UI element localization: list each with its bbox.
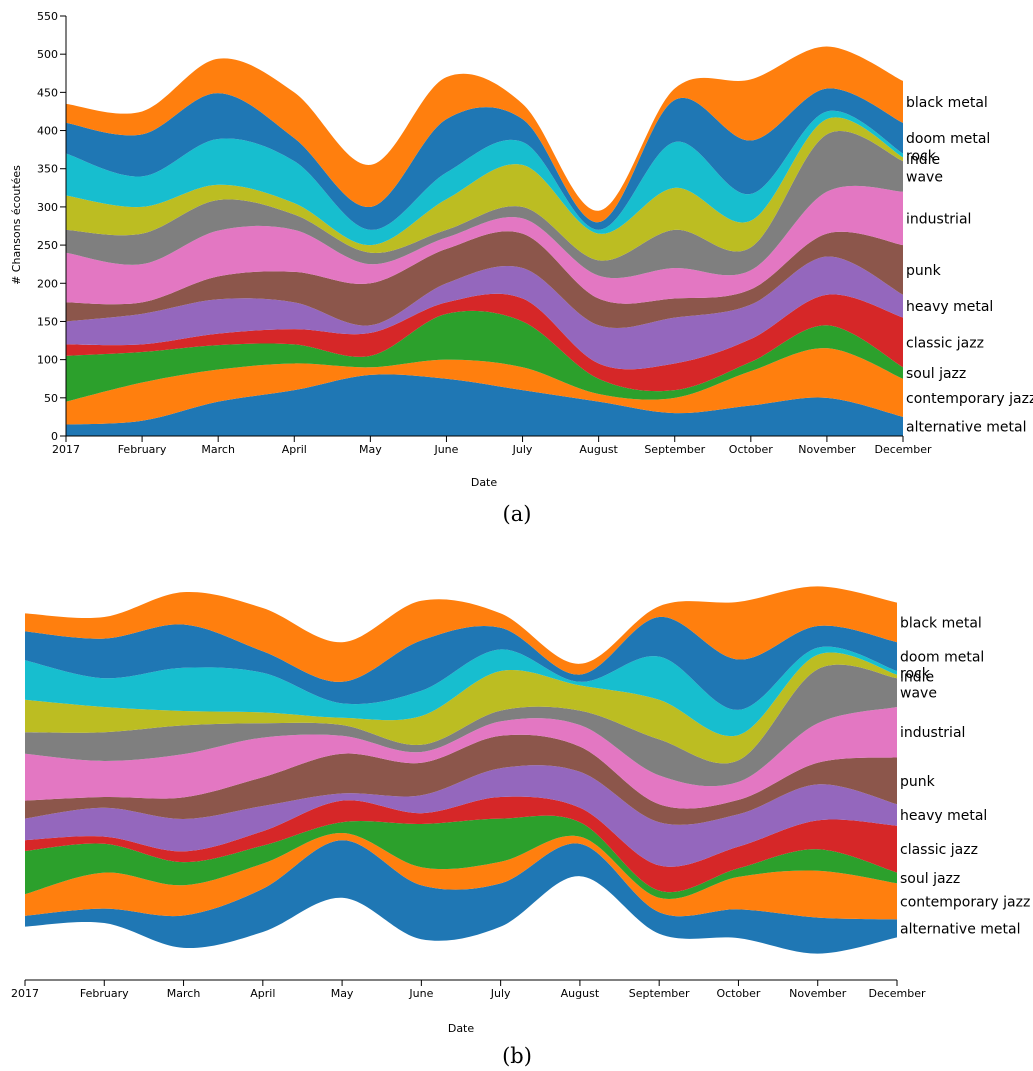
- x-axis: 2017 February March April May June July August S…: [11, 979, 926, 1000]
- x-axis: 2017 February March April May June July August S…: [52, 435, 932, 456]
- series-areas: [25, 586, 897, 954]
- x-tick-label: November: [789, 987, 847, 1000]
- legend-label-classic-jazz: classic jazz: [900, 842, 978, 858]
- legend-label-industrial: industrial: [900, 725, 965, 741]
- legend-label-indie: indie: [906, 152, 940, 168]
- y-tick-label: 100: [37, 354, 58, 367]
- x-tick-label: 2017: [11, 987, 39, 1000]
- legend-label-alternative-metal: alternative metal: [906, 420, 1026, 436]
- stacked-area-chart: 0 50 100 150 200 250 300 350 400 450 500 550 2017 Fe…: [10, 10, 1033, 526]
- area-indie: [25, 652, 897, 764]
- legend-label-doom-metal: doom metal: [900, 650, 984, 666]
- area-black-metal: [25, 586, 897, 682]
- x-tick-label: June: [433, 443, 458, 456]
- x-tick-label: July: [490, 987, 511, 1000]
- x-tick-label: June: [408, 987, 433, 1000]
- x-tick-label: April: [250, 987, 275, 1000]
- series-areas: [66, 46, 903, 436]
- area-wave: [25, 664, 897, 787]
- x-tick-label: September: [629, 987, 690, 1000]
- y-tick-label: 150: [37, 315, 58, 328]
- y-tick-label: 450: [37, 86, 58, 99]
- area-punk: [66, 231, 903, 329]
- legend-labels: alternative metal contemporary jazz soul j…: [900, 615, 1030, 937]
- legend-label-soul-jazz: soul jazz: [900, 871, 960, 887]
- area-wave: [66, 131, 903, 279]
- y-tick-label: 350: [37, 163, 58, 176]
- area-classic-jazz: [25, 796, 897, 893]
- x-tick-label: August: [579, 443, 618, 456]
- legend-label-soul-jazz: soul jazz: [906, 366, 966, 382]
- legend-label-wave: wave: [900, 686, 937, 702]
- x-tick-label: November: [798, 443, 856, 456]
- legend-labels: alternative metal contemporary jazz soul j…: [906, 95, 1033, 436]
- x-tick-label: February: [118, 443, 167, 456]
- x-tick-label: May: [331, 987, 354, 1000]
- legend-label-wave: wave: [906, 169, 943, 185]
- legend-label-rock: rock: [906, 148, 937, 164]
- caption-b: (b): [502, 1044, 532, 1068]
- legend-label-doom-metal: doom metal: [906, 131, 990, 147]
- y-tick-label: 50: [44, 392, 58, 405]
- y-tick-label: 400: [37, 125, 58, 138]
- legend-label-punk: punk: [900, 774, 936, 790]
- x-tick-label: October: [716, 987, 760, 1000]
- x-tick-label: August: [561, 987, 600, 1000]
- area-soul-jazz: [66, 310, 903, 402]
- legend-label-industrial: industrial: [906, 211, 971, 227]
- x-tick-label: September: [644, 443, 705, 456]
- x-axis-title: Date: [448, 1022, 475, 1035]
- area-soul-jazz: [25, 815, 897, 900]
- legend-label-alternative-metal: alternative metal: [900, 921, 1020, 937]
- area-alternative-metal: [25, 840, 897, 954]
- area-heavy-metal: [66, 256, 903, 370]
- x-tick-label: July: [512, 443, 533, 456]
- legend-label-black-metal: black metal: [900, 615, 982, 631]
- area-classic-jazz: [66, 293, 903, 392]
- area-industrial: [25, 707, 897, 809]
- y-tick-label: 0: [51, 430, 58, 443]
- legend-label-rock: rock: [900, 666, 931, 682]
- legend-label-contemporary-jazz: contemporary jazz: [900, 894, 1030, 910]
- x-tick-label: May: [359, 443, 382, 456]
- legend-label-heavy-metal: heavy metal: [900, 808, 987, 824]
- area-alternative-metal: [66, 374, 903, 436]
- area-contemporary-jazz: [66, 348, 903, 425]
- legend-label-contemporary-jazz: contemporary jazz: [906, 391, 1033, 407]
- area-indie: [66, 117, 903, 261]
- legend-label-classic-jazz: classic jazz: [906, 336, 984, 352]
- y-tick-label: 550: [37, 10, 58, 23]
- x-tick-label: December: [868, 987, 926, 1000]
- area-contemporary-jazz: [25, 832, 897, 920]
- x-axis-title: Date: [471, 476, 498, 489]
- legend-label-punk: punk: [906, 263, 942, 279]
- legend-label-heavy-metal: heavy metal: [906, 299, 993, 315]
- area-industrial: [66, 185, 903, 305]
- area-doom-metal: [66, 88, 903, 230]
- y-axis: 0 50 100 150 200 250 300 350 400 450 500 550: [37, 10, 67, 443]
- area-rock: [66, 110, 903, 246]
- caption-a: (a): [503, 502, 532, 526]
- area-doom-metal: [25, 616, 897, 710]
- x-tick-label: December: [874, 443, 932, 456]
- area-punk: [25, 734, 897, 825]
- legend-label-indie: indie: [900, 669, 934, 685]
- x-tick-label: February: [80, 987, 129, 1000]
- streamgraph-chart: 2017 February March April May June July August S…: [11, 586, 1030, 1068]
- area-rock: [25, 646, 897, 737]
- y-axis-title: # Chansons écoutées: [10, 165, 23, 285]
- y-tick-label: 500: [37, 48, 58, 61]
- area-black-metal: [66, 46, 903, 223]
- x-tick-label: April: [282, 443, 307, 456]
- x-tick-label: October: [729, 443, 773, 456]
- legend-label-black-metal: black metal: [906, 95, 988, 111]
- x-tick-label: 2017: [52, 443, 80, 456]
- area-heavy-metal: [25, 765, 897, 867]
- x-tick-label: March: [201, 443, 235, 456]
- x-tick-label: March: [167, 987, 201, 1000]
- y-tick-label: 250: [37, 239, 58, 252]
- y-tick-label: 300: [37, 201, 58, 214]
- y-tick-label: 200: [37, 277, 58, 290]
